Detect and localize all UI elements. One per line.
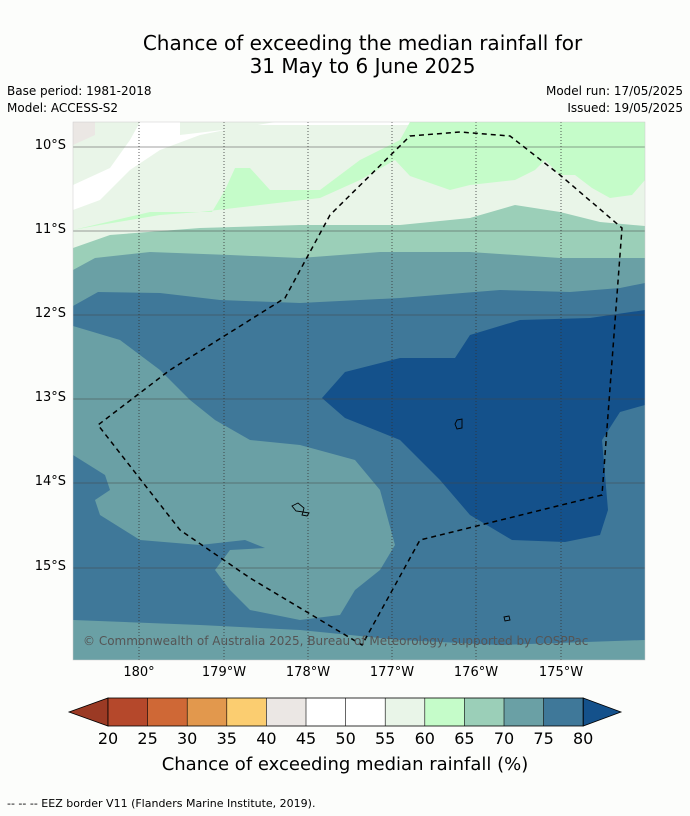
colorbar-tick-30: 30	[177, 729, 198, 748]
colorbar-tick-45: 45	[295, 729, 317, 748]
colorbar-tick-50: 50	[335, 729, 356, 748]
colorbar-dividers	[147, 698, 544, 726]
colorbar-swatch-25-30	[147, 698, 188, 726]
colorbar-label: Chance of exceeding median rainfall (%)	[161, 754, 529, 775]
title-line-2: 31 May to 6 June 2025	[249, 54, 476, 78]
colorbar-swatch-70-75	[504, 698, 544, 726]
colorbar-tick-40: 40	[256, 729, 277, 748]
lat-label-14s: 14°S	[34, 474, 66, 489]
lon-label-179w: 179°W	[201, 665, 247, 680]
island	[454, 418, 463, 430]
colorbar-arrow-above80	[582, 697, 623, 727]
colorbar-swatch-60-65	[424, 698, 465, 726]
colorbar-tick-70: 70	[493, 729, 515, 748]
issued-date: Issued: 19/05/2025	[567, 101, 683, 115]
lat-label-12s: 12°S	[34, 306, 66, 321]
probability-field	[73, 122, 645, 660]
colorbar-swatch-75-80	[543, 698, 584, 726]
colorbar-tick-20: 20	[97, 729, 119, 748]
colorbar-tick-25: 25	[137, 729, 158, 748]
colorbar-tick-75: 75	[533, 729, 554, 748]
lon-label-178w: 178°W	[285, 665, 331, 680]
lat-label-10s: 10°S	[34, 138, 66, 153]
island	[291, 502, 305, 513]
colorbar-tick-55: 55	[375, 729, 396, 748]
colorbar-tick-60: 60	[414, 729, 435, 748]
colorbar-swatch-35-40	[226, 698, 267, 726]
eez-border-legend: -- -- -- EEZ border V11 (Flanders Marine…	[7, 797, 316, 810]
lat-label-11s: 11°S	[34, 222, 66, 237]
island-outlines	[291, 418, 511, 622]
field-65-70-south	[73, 620, 645, 660]
colorbar-swatch-50-55	[345, 698, 386, 726]
colorbar-tick-35: 35	[216, 729, 237, 748]
model-name: Model: ACCESS-S2	[7, 101, 119, 115]
base-period: Base period: 1981-2018	[7, 84, 152, 98]
colorbar-arrow-below20	[67, 697, 109, 727]
colorbar-swatch-20-25	[108, 698, 148, 726]
latitude-gridlines	[73, 146, 645, 569]
colorbar-swatch-30-35	[187, 698, 227, 726]
lon-label-175w: 175°W	[538, 665, 584, 680]
colorbar-swatch-55-60	[385, 698, 425, 726]
field-above-80	[322, 310, 645, 542]
field-70-75-south	[73, 326, 395, 620]
eez-border	[96, 131, 623, 647]
map-frame	[72, 121, 646, 661]
lon-label-177w: 177°W	[369, 665, 415, 680]
lat-label-15s: 15°S	[34, 559, 66, 574]
colorbar-swatch-40-45	[266, 698, 306, 726]
colorbar-tick-80: 80	[573, 729, 594, 748]
field-40-45	[73, 122, 95, 145]
colorbar-swatch-65-70	[464, 698, 504, 726]
island	[503, 615, 511, 622]
lat-label-13s: 13°S	[34, 390, 66, 405]
model-run: Model run: 17/05/2025	[545, 84, 683, 98]
field-60-65	[73, 122, 645, 230]
title-line-1: Chance of exceeding the median rainfall …	[142, 31, 583, 55]
colorbar	[67, 697, 623, 727]
lon-label-176w: 176°W	[453, 665, 499, 680]
island	[301, 511, 310, 517]
colorbar-tick-65: 65	[454, 729, 475, 748]
copyright-notice: © Commonwealth of Australia 2025, Bureau…	[83, 634, 589, 648]
colorbar-swatch-45-50	[306, 698, 346, 726]
lon-label-180: 180°	[123, 665, 155, 680]
